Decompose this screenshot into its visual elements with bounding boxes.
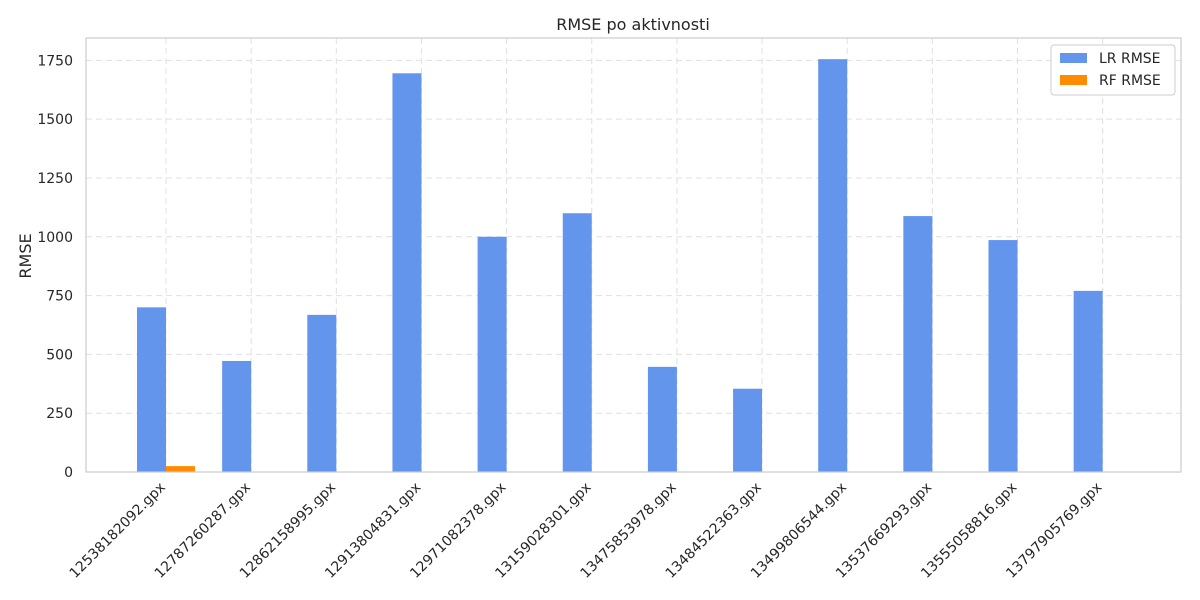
y-tick-label: 1500: [37, 112, 73, 128]
x-tick-label: 13797905769.gpx: [1003, 480, 1105, 582]
bar-lr-rmse: [818, 59, 848, 473]
chart-title: RMSE po aktivnosti: [556, 15, 710, 34]
y-tick-label: 1250: [37, 171, 73, 187]
y-tick-label: 0: [64, 465, 73, 481]
y-axis-label: RMSE: [16, 233, 35, 278]
y-tick-label: 500: [46, 347, 73, 363]
x-tick-label: 12971082378.gpx: [407, 480, 509, 582]
x-tick-label: 12538182092.gpx: [67, 480, 169, 582]
legend-swatch: [1060, 53, 1087, 63]
bar-lr-rmse: [733, 388, 763, 472]
legend-swatch: [1060, 75, 1087, 85]
x-tick-label: 13537669293.gpx: [833, 480, 935, 582]
y-tick-label: 750: [46, 289, 73, 305]
bar-lr-rmse: [477, 236, 507, 472]
bar-lr-rmse: [903, 216, 933, 472]
bar-lr-rmse: [647, 366, 677, 472]
y-axis-ticks: 0 250 500 750 1000 1250 1500 1750: [37, 53, 73, 481]
x-tick-label: 12862158995.gpx: [237, 480, 339, 582]
bar-rf-rmse: [166, 466, 195, 472]
legend-label: RF RMSE: [1099, 73, 1161, 89]
bar-lr-rmse: [1073, 290, 1103, 472]
x-tick-label: 12913804831.gpx: [322, 480, 424, 582]
bar-lr-rmse: [392, 73, 422, 473]
x-tick-label: 13475853978.gpx: [578, 480, 680, 582]
x-tick-label: 12787260287.gpx: [152, 480, 254, 582]
x-tick-label: 13499806544.gpx: [748, 480, 850, 582]
bar-lr-rmse: [222, 360, 252, 472]
x-tick-label: 13555058816.gpx: [918, 480, 1020, 582]
bar-lr-rmse: [562, 213, 592, 472]
plot-frame: [85, 37, 1182, 473]
bars: [137, 59, 1103, 473]
x-tick-label: 13159028301.gpx: [492, 480, 594, 582]
bar-lr-rmse: [137, 307, 166, 472]
y-tick-label: 250: [46, 406, 73, 422]
bar-lr-rmse: [307, 314, 337, 472]
x-tick-label: 13484522363.gpx: [663, 480, 765, 582]
y-tick-label: 1750: [37, 53, 73, 69]
bar-lr-rmse: [988, 240, 1018, 472]
legend: LR RMSE RF RMSE: [1050, 44, 1176, 96]
legend-label: LR RMSE: [1099, 51, 1161, 67]
x-axis-ticks: 12538182092.gpx12787260287.gpx1286215899…: [67, 480, 1106, 582]
y-tick-label: 1000: [37, 230, 73, 246]
